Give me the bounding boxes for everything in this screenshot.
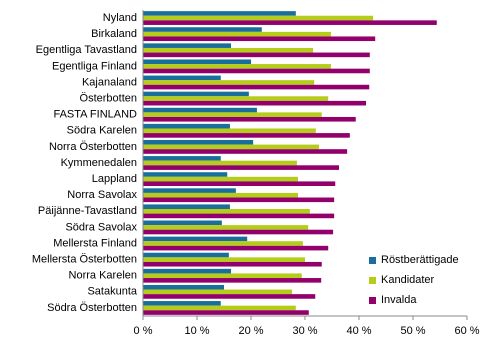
bar	[143, 139, 254, 145]
bar	[143, 15, 374, 21]
y-tick-label: Päijänne-Tavastland	[38, 205, 137, 217]
y-tick-label: Lappland	[92, 173, 137, 185]
y-tick-label: Satakunta	[87, 286, 137, 298]
bar	[143, 123, 230, 129]
x-tick-label: 60 %	[454, 325, 479, 337]
bar	[143, 273, 302, 279]
y-tick-label: Mellersta Finland	[53, 237, 137, 249]
bar	[143, 27, 262, 32]
legend-swatch	[369, 257, 376, 264]
y-tick-label: Norra Österbotten	[49, 141, 137, 153]
y-tick-label: Norra Karelen	[69, 270, 137, 282]
bar	[143, 68, 370, 74]
bar	[143, 213, 335, 219]
y-tick-label: Österbotten	[80, 92, 137, 104]
bar	[143, 278, 322, 283]
bar	[143, 241, 303, 246]
bar	[143, 156, 221, 161]
bar	[143, 100, 367, 106]
y-tick-label: Södra Österbotten	[47, 302, 137, 314]
bar	[143, 96, 329, 101]
y-tick-label: Nyland	[103, 12, 137, 24]
bar	[143, 149, 348, 154]
bar	[143, 47, 314, 53]
legend-label: Röstberättigade	[381, 254, 459, 266]
x-tick-label: 50 %	[400, 325, 425, 337]
bar	[143, 220, 222, 226]
bar	[143, 80, 315, 85]
legend-swatch	[369, 277, 376, 284]
y-tick-label: Södra Savolax	[65, 221, 137, 233]
bar	[143, 75, 221, 81]
bar	[143, 160, 297, 166]
y-tick-label: Mellersta Österbotten	[32, 254, 137, 266]
bar	[143, 11, 296, 16]
bar	[143, 284, 224, 290]
y-tick-label: Egentliga Tavastland	[36, 44, 137, 56]
bar	[143, 176, 298, 182]
bar	[143, 52, 370, 58]
bar	[143, 84, 370, 90]
bar	[143, 116, 356, 122]
bar	[143, 289, 293, 295]
bar	[143, 165, 340, 170]
x-tick-label: 0 %	[134, 325, 153, 337]
y-tick-label: Norra Savolax	[67, 189, 137, 201]
y-tick-label: FASTA FINLAND	[53, 109, 137, 121]
bar	[143, 245, 329, 251]
bar	[143, 43, 232, 48]
bar	[143, 128, 316, 134]
legend-label: Kandidater	[381, 274, 435, 286]
bar	[143, 204, 230, 210]
bar	[143, 301, 221, 306]
x-tick-label: 40 %	[346, 325, 371, 337]
bar	[143, 91, 249, 97]
y-tick-label: Birkaland	[91, 28, 137, 40]
bar	[143, 64, 331, 69]
bar	[143, 172, 228, 177]
bar	[143, 257, 305, 262]
bar	[143, 197, 335, 203]
bar	[143, 225, 309, 230]
bar	[143, 181, 336, 187]
y-tick-label: Kajanaland	[82, 76, 137, 88]
x-tick-label: 30 %	[292, 325, 317, 337]
bar	[143, 59, 251, 65]
bar	[143, 36, 376, 42]
x-tick-label: 10 %	[184, 325, 209, 337]
bar	[143, 294, 316, 299]
bar	[143, 236, 248, 242]
bar	[143, 310, 309, 315]
bar	[143, 192, 298, 198]
bar	[143, 188, 236, 193]
bar	[143, 261, 322, 267]
legend-label: Invalda	[381, 294, 417, 306]
bar	[143, 144, 320, 150]
y-tick-label: Egentliga Finland	[52, 60, 137, 72]
y-tick-label: Södra Karelen	[67, 125, 137, 137]
bar	[143, 107, 257, 113]
bar	[143, 252, 229, 258]
bar	[143, 31, 331, 37]
bar	[143, 112, 322, 117]
bar	[143, 229, 334, 235]
bar	[143, 133, 350, 138]
y-tick-label: Kymmenedalen	[61, 157, 137, 169]
legend-swatch	[369, 297, 376, 304]
x-tick-label: 20 %	[238, 325, 263, 337]
bar	[143, 209, 310, 214]
bar	[143, 20, 437, 25]
bar	[143, 305, 296, 311]
bar	[143, 268, 232, 274]
